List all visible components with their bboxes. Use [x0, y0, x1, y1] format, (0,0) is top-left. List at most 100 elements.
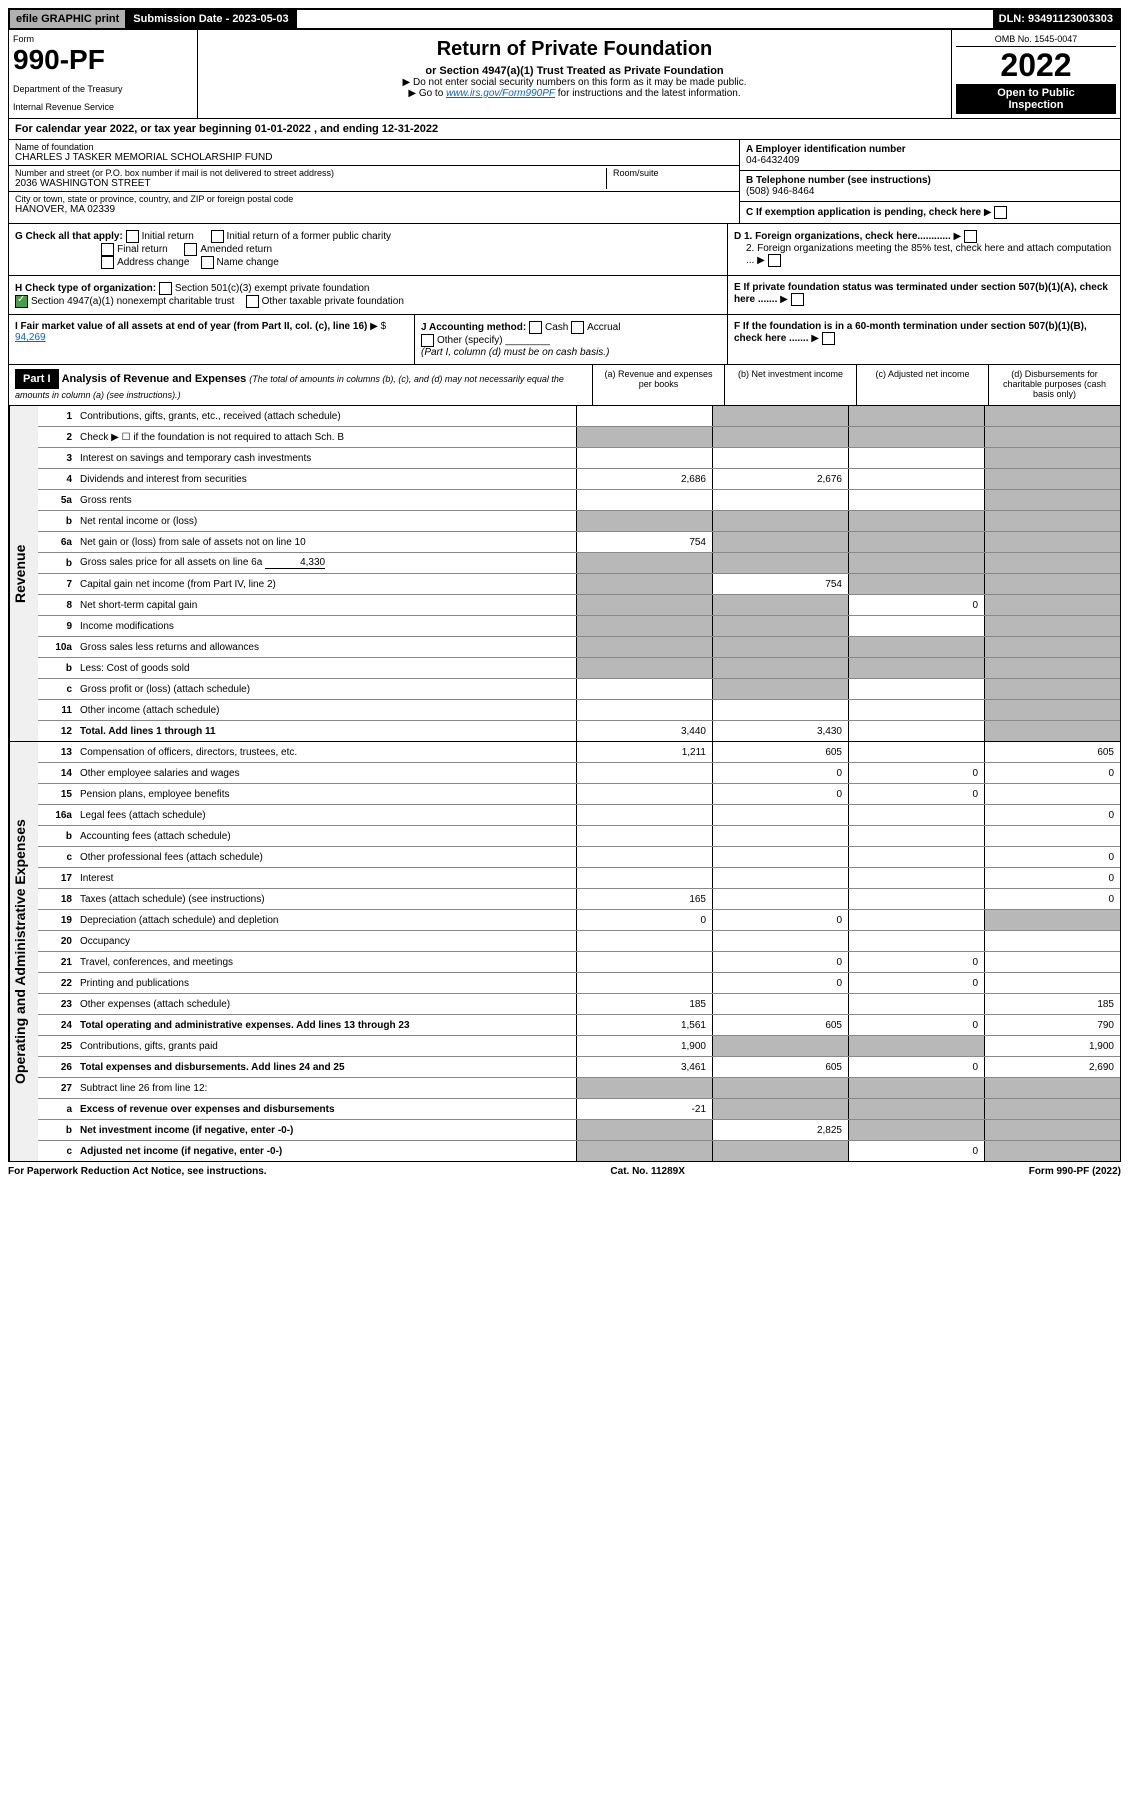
submission-date: Submission Date - 2023-05-03: [127, 10, 296, 28]
street-address: 2036 WASHINGTON STREET: [15, 178, 606, 189]
line-19: 19Depreciation (attach schedule) and dep…: [38, 910, 1120, 931]
col-c-header: (c) Adjusted net income: [856, 365, 988, 405]
name-label: Name of foundation: [15, 142, 94, 152]
city-state-zip: HANOVER, MA 02339: [15, 204, 733, 215]
line-25: 25Contributions, gifts, grants paid1,900…: [38, 1036, 1120, 1057]
line-10b: bLess: Cost of goods sold: [38, 658, 1120, 679]
foreign-85-cb[interactable]: [768, 254, 781, 267]
calendar-year: For calendar year 2022, or tax year begi…: [8, 119, 1121, 140]
expenses-side-label: Operating and Administrative Expenses: [9, 742, 38, 1161]
501c3-cb[interactable]: [159, 282, 172, 295]
amended-return-cb[interactable]: [184, 243, 197, 256]
form-ref: Form 990-PF (2022): [1029, 1166, 1121, 1177]
60month-cb[interactable]: [822, 332, 835, 345]
city-label: City or town, state or province, country…: [15, 194, 293, 204]
part1-label: Part I: [15, 369, 59, 389]
top-bar: efile GRAPHIC print Submission Date - 20…: [8, 8, 1121, 30]
line-22: 22Printing and publications00: [38, 973, 1120, 994]
line-4: 4Dividends and interest from securities2…: [38, 469, 1120, 490]
line-10c: cGross profit or (loss) (attach schedule…: [38, 679, 1120, 700]
line-3: 3Interest on savings and temporary cash …: [38, 448, 1120, 469]
final-return-cb[interactable]: [101, 243, 114, 256]
col-d-header: (d) Disbursements for charitable purpose…: [988, 365, 1120, 405]
line-16b: bAccounting fees (attach schedule): [38, 826, 1120, 847]
line-1: 1Contributions, gifts, grants, etc., rec…: [38, 406, 1120, 427]
form-number: 990-PF: [13, 44, 193, 76]
fmv-value: 94,269: [15, 332, 46, 343]
line-27b: bNet investment income (if negative, ent…: [38, 1120, 1120, 1141]
cat-no: Cat. No. 11289X: [610, 1166, 684, 1177]
line-17: 17Interest0: [38, 868, 1120, 889]
identification-block: Name of foundation CHARLES J TASKER MEMO…: [8, 140, 1121, 224]
form-label: Form: [13, 34, 193, 44]
accrual-cb[interactable]: [571, 321, 584, 334]
line-5b: bNet rental income or (loss): [38, 511, 1120, 532]
form-subtitle: or Section 4947(a)(1) Trust Treated as P…: [202, 65, 947, 77]
line-18: 18Taxes (attach schedule) (see instructi…: [38, 889, 1120, 910]
form-title: Return of Private Foundation: [202, 38, 947, 61]
foundation-name: CHARLES J TASKER MEMORIAL SCHOLARSHIP FU…: [15, 152, 733, 163]
line-23: 23Other expenses (attach schedule)185185: [38, 994, 1120, 1015]
other-specify-cb[interactable]: [421, 334, 434, 347]
line-9: 9Income modifications: [38, 616, 1120, 637]
g-label: G Check all that apply:: [15, 231, 123, 242]
line-6a: 6aNet gain or (loss) from sale of assets…: [38, 532, 1120, 553]
dept-treasury: Department of the Treasury: [13, 84, 193, 94]
line-8: 8Net short-term capital gain0: [38, 595, 1120, 616]
section-g-d: G Check all that apply: Initial return I…: [8, 224, 1121, 276]
other-taxable-cb[interactable]: [246, 295, 259, 308]
h-label: H Check type of organization:: [15, 283, 156, 294]
line-10a: 10aGross sales less returns and allowanc…: [38, 637, 1120, 658]
d1-label: D 1. Foreign organizations, check here..…: [734, 231, 951, 242]
goto-note: ▶ Go to www.irs.gov/Form990PF for instru…: [202, 88, 947, 99]
room-label: Room/suite: [613, 168, 659, 178]
col-a-header: (a) Revenue and expenses per books: [592, 365, 724, 405]
section-i-j-f: I Fair market value of all assets at end…: [8, 315, 1121, 365]
line-2: 2Check ▶ ☐ if the foundation is not requ…: [38, 427, 1120, 448]
expenses-section: Operating and Administrative Expenses 13…: [8, 742, 1121, 1162]
dept-irs: Internal Revenue Service: [13, 102, 193, 112]
omb-number: OMB No. 1545-0047: [956, 34, 1116, 47]
irs-link[interactable]: www.irs.gov/Form990PF: [446, 88, 555, 99]
page-footer: For Paperwork Reduction Act Notice, see …: [8, 1162, 1121, 1181]
terminated-cb[interactable]: [791, 293, 804, 306]
line-5a: 5aGross rents: [38, 490, 1120, 511]
line-11: 11Other income (attach schedule): [38, 700, 1120, 721]
section-h-e: H Check type of organization: Section 50…: [8, 276, 1121, 315]
address-change-cb[interactable]: [101, 256, 114, 269]
line-20: 20Occupancy: [38, 931, 1120, 952]
exemption-label: C If exemption application is pending, c…: [746, 207, 981, 218]
analysis-title: Analysis of Revenue and Expenses: [62, 373, 247, 385]
form-header: Form 990-PF Department of the Treasury I…: [8, 30, 1121, 119]
efile-print-button[interactable]: efile GRAPHIC print: [10, 10, 127, 28]
cash-basis-note: (Part I, column (d) must be on cash basi…: [421, 347, 609, 358]
line-6b: bGross sales price for all assets on lin…: [38, 553, 1120, 574]
line-27: 27Subtract line 26 from line 12:: [38, 1078, 1120, 1099]
line-14: 14Other employee salaries and wages000: [38, 763, 1120, 784]
line-27a: aExcess of revenue over expenses and dis…: [38, 1099, 1120, 1120]
name-change-cb[interactable]: [201, 256, 214, 269]
phone-value: (508) 946-8464: [746, 186, 1114, 197]
line-16c: cOther professional fees (attach schedul…: [38, 847, 1120, 868]
initial-return-cb[interactable]: [126, 230, 139, 243]
i-label: I Fair market value of all assets at end…: [15, 321, 367, 332]
exemption-checkbox[interactable]: [994, 206, 1007, 219]
line-15: 15Pension plans, employee benefits00: [38, 784, 1120, 805]
tax-year: 2022: [956, 47, 1116, 84]
paperwork-notice: For Paperwork Reduction Act Notice, see …: [8, 1166, 267, 1177]
initial-former-cb[interactable]: [211, 230, 224, 243]
dln-label: DLN: 93491123003303: [993, 10, 1119, 28]
open-public: Open to Public Inspection: [956, 84, 1116, 114]
revenue-side-label: Revenue: [9, 406, 38, 741]
4947-cb[interactable]: [15, 295, 28, 308]
cash-cb[interactable]: [529, 321, 542, 334]
line-7: 7Capital gain net income (from Part IV, …: [38, 574, 1120, 595]
col-b-header: (b) Net investment income: [724, 365, 856, 405]
ein-label: A Employer identification number: [746, 144, 1114, 155]
j-label: J Accounting method:: [421, 322, 526, 333]
foreign-org-cb[interactable]: [964, 230, 977, 243]
line-24: 24Total operating and administrative exp…: [38, 1015, 1120, 1036]
line-16a: 16aLegal fees (attach schedule)0: [38, 805, 1120, 826]
phone-label: B Telephone number (see instructions): [746, 175, 1114, 186]
part1-header-row: Part I Analysis of Revenue and Expenses …: [8, 365, 1121, 406]
